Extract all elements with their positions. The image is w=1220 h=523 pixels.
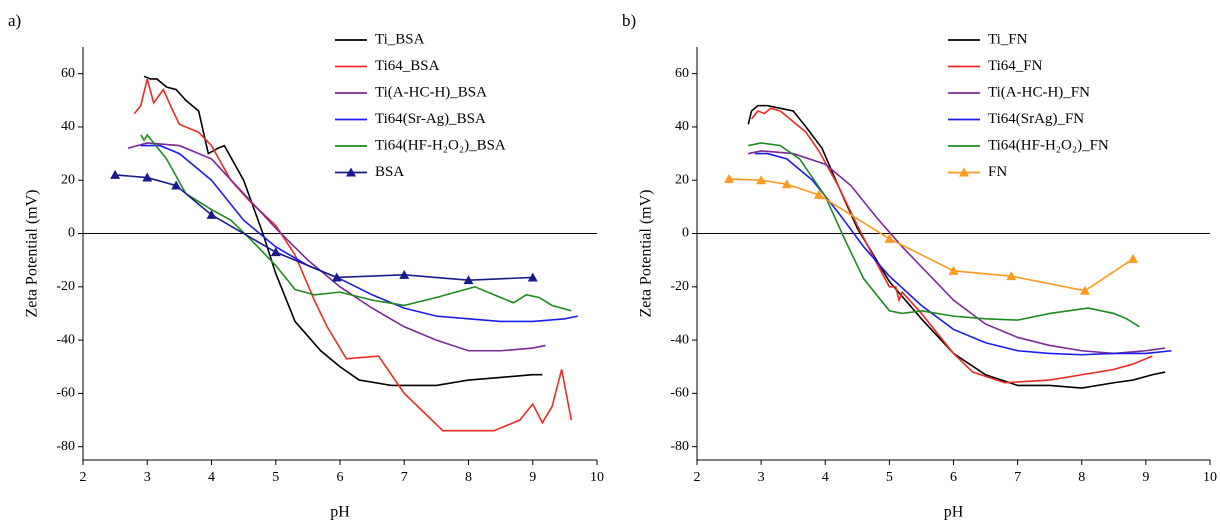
y-tick-label: 60 — [675, 66, 689, 81]
data-point — [270, 247, 281, 257]
series-line — [747, 104, 1166, 389]
y-axis-label: Zeta Potential (mV) — [638, 190, 655, 318]
x-tick-label: 8 — [465, 470, 472, 485]
data-point — [399, 269, 410, 279]
legend-marker — [346, 167, 356, 177]
y-tick-label: 40 — [61, 119, 75, 134]
series-line — [127, 142, 546, 352]
panel-label: b) — [622, 11, 636, 30]
x-tick-label: 8 — [1078, 470, 1085, 485]
y-tick-label: 0 — [682, 226, 689, 241]
legend-label: Ti64(SrAg)_FN — [988, 111, 1084, 127]
series-line — [750, 107, 1153, 384]
legend-label: Ti64_FN — [988, 58, 1043, 74]
x-tick-label: 10 — [1203, 470, 1217, 485]
y-axis-label: Zeta Potential (mV) — [24, 190, 41, 318]
series-line — [143, 75, 543, 387]
data-point — [884, 233, 895, 243]
legend-label: BSA — [375, 164, 404, 180]
legend-label: Ti64(HF-H₂O₂)_FN — [988, 137, 1109, 153]
series-line — [754, 152, 1172, 356]
y-tick-label: 20 — [61, 172, 75, 187]
x-tick-label: 3 — [144, 470, 151, 485]
x-tick-label: 5 — [886, 470, 893, 485]
y-tick-label: 40 — [675, 119, 689, 134]
data-point — [1128, 253, 1139, 263]
y-tick-label: -40 — [670, 332, 689, 347]
data-point — [331, 272, 342, 282]
series-line — [729, 178, 1134, 292]
legend-label: Ti(A-HC-H)_BSA — [375, 84, 487, 100]
data-point — [813, 189, 824, 199]
x-tick-label: 6 — [950, 470, 957, 485]
series-line — [140, 144, 578, 323]
y-tick-label: 60 — [61, 66, 75, 81]
y-tick-label: -60 — [670, 386, 689, 401]
series-line — [115, 174, 533, 281]
y-tick-label: -20 — [670, 279, 689, 294]
x-tick-label: 3 — [758, 470, 765, 485]
y-tick-label: -80 — [56, 439, 75, 454]
series-line — [748, 142, 1140, 328]
x-tick-label: 7 — [1014, 470, 1021, 485]
data-point — [171, 180, 182, 190]
x-tick-label: 6 — [337, 470, 344, 485]
series-line — [133, 78, 573, 432]
data-point — [756, 175, 767, 185]
x-tick-label: 7 — [401, 470, 408, 485]
data-point — [142, 172, 153, 182]
series-line — [140, 133, 572, 312]
x-tick-label: 5 — [272, 470, 279, 485]
x-tick-label: 10 — [590, 470, 604, 485]
legend-label: Ti_FN — [988, 31, 1028, 47]
y-tick-label: 0 — [68, 226, 75, 241]
x-tick-label: 2 — [80, 470, 87, 485]
legend-label: FN — [988, 164, 1007, 180]
data-point — [110, 169, 121, 179]
data-point — [206, 209, 217, 219]
legend-label: Ti64(HF-H₂O₂)_BSA — [375, 137, 506, 153]
legend-label: Ti_BSA — [375, 31, 425, 47]
legend-label: Ti64_BSA — [375, 58, 440, 74]
x-tick-label: 9 — [1142, 470, 1149, 485]
x-tick-label: 2 — [694, 470, 701, 485]
y-tick-label: -60 — [56, 386, 75, 401]
data-point — [527, 272, 538, 282]
data-point — [463, 275, 474, 285]
data-point — [724, 173, 735, 183]
data-point — [1006, 271, 1017, 281]
x-axis-label: pH — [944, 504, 964, 521]
y-tick-label: -40 — [56, 332, 75, 347]
legend-label: Ti(A-HC-H)_FN — [988, 84, 1090, 100]
series-line — [748, 150, 1166, 355]
x-axis-label: pH — [330, 504, 350, 521]
panel-label: a) — [8, 11, 21, 30]
y-tick-label: 20 — [675, 172, 689, 187]
legend-marker — [959, 167, 969, 177]
x-tick-label: 4 — [822, 470, 829, 485]
data-point — [948, 265, 959, 275]
y-tick-label: -20 — [56, 279, 75, 294]
y-tick-label: -80 — [670, 439, 689, 454]
x-tick-label: 9 — [529, 470, 536, 485]
data-point — [781, 179, 792, 189]
data-point — [1079, 285, 1090, 295]
legend-label: Ti64(Sr-Ag)_BSA — [375, 111, 486, 127]
x-tick-label: 4 — [208, 470, 215, 485]
